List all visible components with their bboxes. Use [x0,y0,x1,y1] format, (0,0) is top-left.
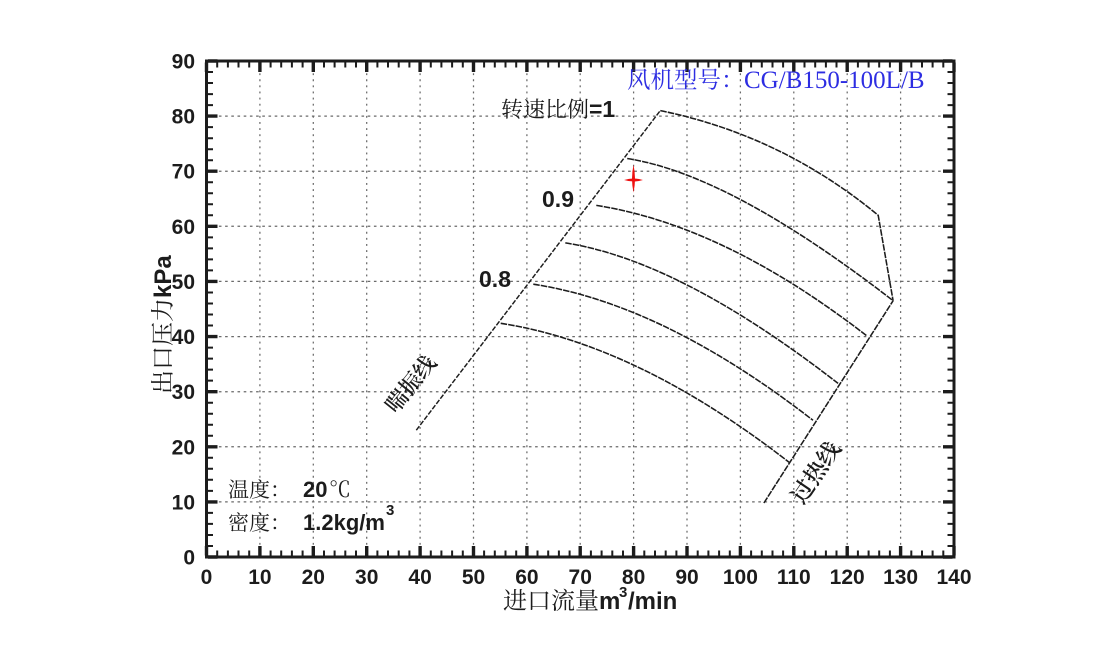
svg-text:40: 40 [408,566,431,589]
svg-text:20: 20 [172,436,195,459]
svg-text:0: 0 [183,547,195,570]
svg-text:1.2kg/m: 1.2kg/m [303,510,385,535]
svg-text:50: 50 [172,271,195,294]
svg-text:=1: =1 [589,96,615,122]
svg-text:50: 50 [462,566,485,589]
svg-text:120: 120 [830,566,865,589]
svg-text:10: 10 [172,491,195,514]
svg-text:130: 130 [883,566,918,589]
svg-text:0: 0 [201,566,213,589]
svg-text:70: 70 [569,566,592,589]
svg-text:20: 20 [303,477,327,502]
svg-text:40: 40 [172,326,195,349]
svg-text:80: 80 [172,106,195,129]
svg-text:0.9: 0.9 [542,186,574,212]
svg-text:110: 110 [777,566,811,589]
svg-text:3: 3 [386,502,394,519]
svg-text:/min: /min [628,588,677,615]
svg-text:60: 60 [172,216,195,239]
svg-text:60: 60 [515,566,538,589]
svg-text:10: 10 [248,566,271,589]
svg-text:CG/B150-100L/B: CG/B150-100L/B [744,67,925,94]
svg-text:70: 70 [172,161,195,184]
svg-text:0.8: 0.8 [479,266,511,292]
svg-text:30: 30 [355,566,378,589]
svg-text:kPa: kPa [150,255,177,298]
svg-text:3: 3 [619,584,627,601]
svg-text:30: 30 [172,381,195,404]
svg-text:90: 90 [172,51,195,74]
svg-text:m: m [599,588,620,615]
svg-text:80: 80 [622,566,645,589]
svg-text:100: 100 [723,566,758,589]
svg-text:90: 90 [675,566,698,589]
svg-text:140: 140 [936,566,971,589]
svg-text:20: 20 [302,566,325,589]
